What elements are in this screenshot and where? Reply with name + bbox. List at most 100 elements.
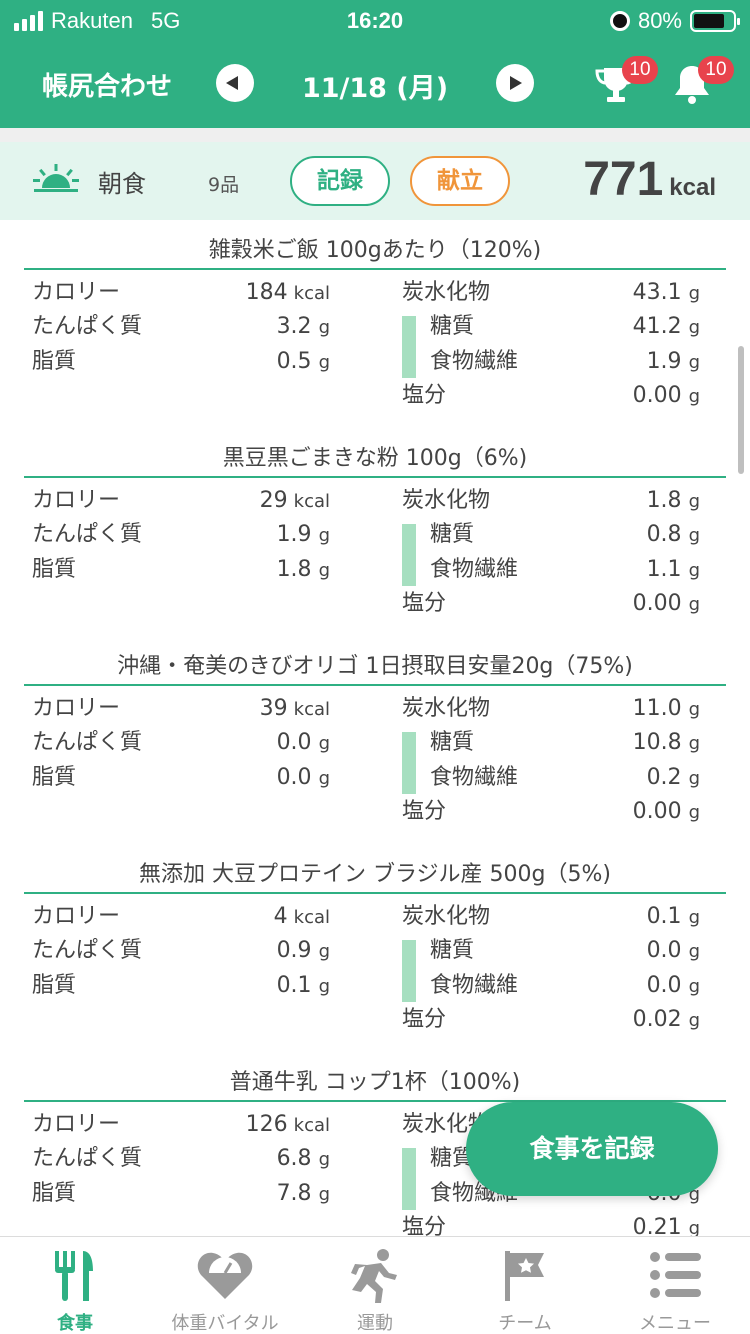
scroll-indicator xyxy=(738,346,744,474)
food-item[interactable]: 無添加 大豆プロテイン ブラジル産 500g（5%) カロリー 4 kcal たんぱく質… xyxy=(0,844,750,1052)
gram-unit: g xyxy=(688,1218,700,1236)
previous-date-button[interactable] xyxy=(216,64,254,102)
tab-heart-scale[interactable]: 体重バイタル xyxy=(150,1237,300,1334)
salt-value: 0.00 g xyxy=(632,591,700,616)
protein-label: たんぱく質 xyxy=(32,1146,143,1171)
fiber-label: 食物繊維 xyxy=(430,765,519,790)
carbs-value: 11.0 g xyxy=(632,696,700,721)
signal-icon xyxy=(14,11,43,31)
food-title: 無添加 大豆プロテイン ブラジル産 500g（5%) xyxy=(139,862,611,887)
divider xyxy=(24,476,726,478)
carb-breakdown-bar xyxy=(402,524,416,586)
kcal-unit: kcal xyxy=(293,1115,330,1136)
fat-label: 脂質 xyxy=(32,557,77,582)
gram-unit: g xyxy=(688,560,700,581)
notification-button[interactable]: 10 xyxy=(668,56,734,108)
salt-value: 0.00 g xyxy=(632,383,700,408)
gram-unit: g xyxy=(688,1184,700,1205)
trophy-badge: 10 xyxy=(622,56,658,84)
sugar-value: 41.2 g xyxy=(632,314,700,339)
tab-label: 体重バイタル xyxy=(171,1313,279,1334)
carbs-label: 炭水化物 xyxy=(402,696,491,721)
food-item[interactable]: 黒豆黒ごまきな粉 100g（6%) カロリー 29 kcal たんぱく質 1.9 g 脂質 1.… xyxy=(0,428,750,636)
protein-value: 6.8 g xyxy=(276,1146,330,1171)
fiber-label: 食物繊維 xyxy=(430,973,519,998)
salt-label: 塩分 xyxy=(402,1215,447,1236)
fat-value: 0.5 g xyxy=(276,349,330,374)
flag-star-icon xyxy=(495,1247,555,1303)
food-title: 雑穀米ご飯 100gあたり（120%) xyxy=(208,238,542,263)
gram-unit: g xyxy=(318,733,330,754)
tab-runner[interactable]: 運動 xyxy=(300,1237,450,1334)
protein-value: 0.0 g xyxy=(276,730,330,755)
fiber-value: 1.9 g xyxy=(646,349,700,374)
meal-kcal-value: 771 xyxy=(583,153,664,206)
protein-label: たんぱく質 xyxy=(32,314,143,339)
salt-value: 0.21 g xyxy=(540,1211,700,1236)
menu-plan-button[interactable]: 献立 xyxy=(410,156,510,206)
bottom-tab-bar: 食事 体重バイタル 運動 チーム メニュー xyxy=(0,1236,750,1334)
tab-label: チーム xyxy=(498,1313,552,1334)
salt-label: 塩分 xyxy=(402,591,447,616)
calorie-value: 184 kcal xyxy=(245,280,330,305)
header-separator xyxy=(0,128,750,142)
kcal-unit: kcal xyxy=(293,699,330,720)
fiber-value: 0.2 g xyxy=(646,765,700,790)
salt-label: 塩分 xyxy=(402,1007,447,1032)
fiber-label: 食物繊維 xyxy=(430,349,519,374)
calorie-label: カロリー xyxy=(32,280,121,305)
gram-unit: g xyxy=(688,525,700,546)
page-title: 帳尻合わせ xyxy=(42,72,173,102)
carb-breakdown-bar xyxy=(402,1148,416,1210)
gram-unit: g xyxy=(688,941,700,962)
record-meal-button[interactable]: 食事を記録 xyxy=(466,1102,718,1196)
calorie-label: カロリー xyxy=(32,904,121,929)
tab-list-menu[interactable]: メニュー xyxy=(600,1237,750,1334)
food-list[interactable]: 雑穀米ご飯 100gあたり（120%) カロリー 184 kcal たんぱく質 3.2 g 脂… xyxy=(0,220,750,1236)
fork-knife-icon xyxy=(45,1247,105,1303)
notification-badge: 10 xyxy=(698,56,734,84)
record-button[interactable]: 記録 xyxy=(290,156,390,206)
gram-unit: g xyxy=(318,768,330,789)
next-date-button[interactable] xyxy=(496,64,534,102)
battery-percent: 80% xyxy=(637,8,682,33)
calorie-value: 39 kcal xyxy=(259,696,330,721)
tab-fork-knife[interactable]: 食事 xyxy=(0,1237,150,1334)
current-date[interactable]: 11/18 (月) xyxy=(301,73,449,104)
carbs-label: 炭水化物 xyxy=(402,488,491,513)
fiber-value: 1.1 g xyxy=(646,557,700,582)
carrier-label: Rakuten xyxy=(51,8,133,33)
gram-unit: g xyxy=(688,283,700,304)
sunrise-icon xyxy=(33,164,79,192)
tab-flag-star[interactable]: チーム xyxy=(450,1237,600,1334)
fat-label: 脂質 xyxy=(32,1181,77,1206)
calorie-label: カロリー xyxy=(32,696,121,721)
kcal-unit: kcal xyxy=(293,907,330,928)
sugar-value: 0.0 g xyxy=(646,938,700,963)
status-time: 16:20 xyxy=(346,8,404,33)
trophy-button[interactable]: 10 xyxy=(592,56,658,108)
carb-breakdown-bar xyxy=(402,732,416,794)
carb-breakdown-bar xyxy=(402,940,416,1002)
fat-value: 7.8 g xyxy=(276,1181,330,1206)
fat-label: 脂質 xyxy=(32,349,77,374)
food-item[interactable]: 沖縄・奄美のきびオリゴ 1日摂取目安量20g（75%) カロリー 39 kcal たんぱ… xyxy=(0,636,750,844)
gram-unit: g xyxy=(318,976,330,997)
fat-value: 0.0 g xyxy=(276,765,330,790)
protein-label: たんぱく質 xyxy=(32,730,143,755)
divider xyxy=(24,268,726,270)
food-item[interactable]: 雑穀米ご飯 100gあたり（120%) カロリー 184 kcal たんぱく質 3.2 g 脂… xyxy=(0,220,750,428)
sugar-value: 10.8 g xyxy=(632,730,700,755)
runner-icon xyxy=(345,1247,405,1303)
gram-unit: g xyxy=(688,976,700,997)
food-item[interactable]: 普通牛乳 コップ1杯（100%) カロリー 126 kcal たんぱく質 6.8 g 脂質 7.… xyxy=(0,1052,750,1236)
calorie-value: 29 kcal xyxy=(259,488,330,513)
protein-value: 1.9 g xyxy=(276,522,330,547)
salt-label: 塩分 xyxy=(402,383,447,408)
sugar-label: 糖質 xyxy=(430,522,475,547)
tab-label: 運動 xyxy=(357,1313,393,1334)
kcal-unit: kcal xyxy=(293,491,330,512)
salt-value: 0.02 g xyxy=(632,1007,700,1032)
carbs-value: 43.1 g xyxy=(632,280,700,305)
